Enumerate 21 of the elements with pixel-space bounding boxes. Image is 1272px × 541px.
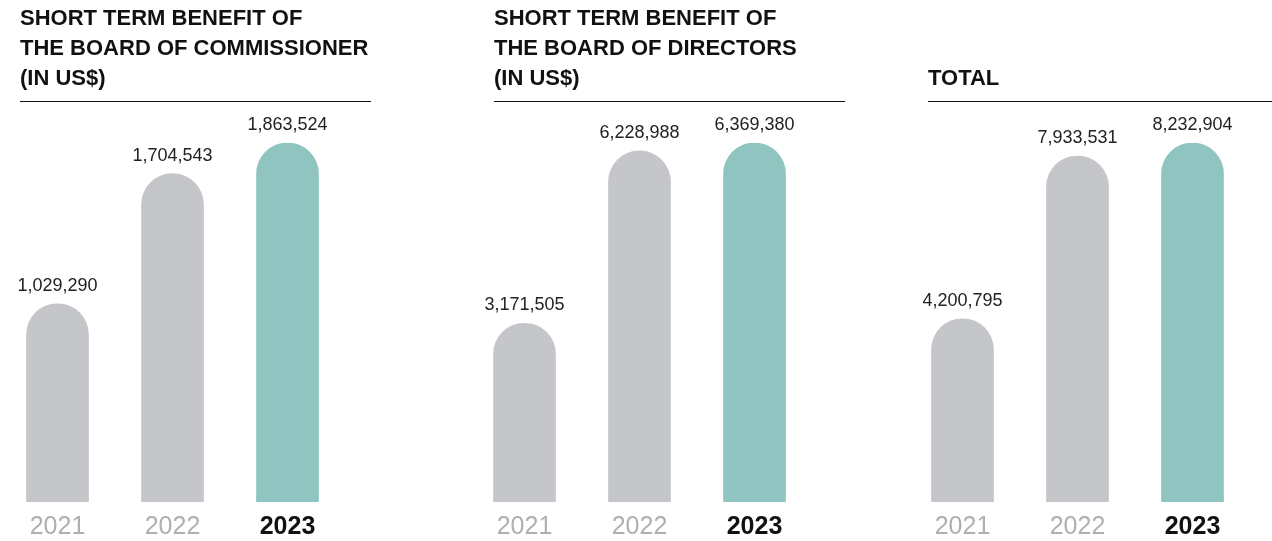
data-label: 1,863,524	[247, 113, 328, 134]
data-label: 7,933,531	[1037, 127, 1118, 148]
chart-title: SHORT TERM BENEFIT OF THE BOARD OF DIRECTORS (IN US$)	[494, 4, 798, 92]
x-tick-label: 2022	[1049, 510, 1106, 539]
x-tick-label: 2023	[726, 510, 783, 539]
x-tick-label: 2023	[259, 510, 316, 539]
data-label: 6,369,380	[714, 113, 795, 134]
x-tick-label: 2021	[934, 510, 991, 539]
x-tick-label: 2023	[1164, 510, 1221, 539]
x-tick-label: 2022	[144, 510, 201, 539]
x-tick-label: 2022	[611, 510, 668, 539]
x-tick-label: 2021	[29, 510, 86, 539]
data-label: 6,228,988	[599, 121, 680, 142]
chart-title: TOTAL	[928, 64, 1001, 92]
data-label: 4,200,795	[922, 289, 1003, 310]
data-label: 1,704,543	[132, 144, 213, 165]
data-label: 3,171,505	[484, 294, 565, 315]
data-label: 8,232,904	[1152, 113, 1233, 134]
x-tick-label: 2021	[496, 510, 553, 539]
data-label: 1,029,290	[17, 274, 98, 295]
chart-title: SHORT TERM BENEFIT OF THE BOARD OF COMMISSIONER (IN US$)	[20, 4, 370, 92]
